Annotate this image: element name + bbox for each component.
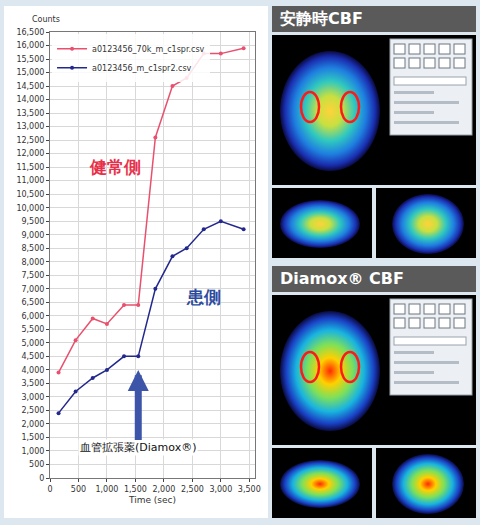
svg-text:1,000: 1,000	[21, 447, 44, 456]
svg-text:2,500: 2,500	[21, 406, 44, 415]
svg-text:a0123456_70k_m_c1spr.csv: a0123456_70k_m_c1spr.csv	[92, 45, 205, 54]
svg-text:1,500: 1,500	[21, 433, 44, 442]
svg-text:a0123456_m_c1spr2.csv: a0123456_m_c1spr2.csv	[92, 64, 192, 73]
svg-text:12,000: 12,000	[16, 149, 44, 158]
svg-text:13,500: 13,500	[16, 109, 44, 118]
svg-text:14,000: 14,000	[16, 95, 44, 104]
svg-text:500: 500	[71, 485, 86, 494]
svg-text:3,000: 3,000	[21, 393, 44, 402]
svg-text:9,000: 9,000	[21, 231, 44, 240]
svg-text:2,500: 2,500	[181, 485, 204, 494]
html-text:安静時CBF: 安静時CBF	[280, 9, 363, 28]
svg-text:2,000: 2,000	[152, 485, 175, 494]
svg-text:11,500: 11,500	[16, 163, 44, 172]
svg-text:10,000: 10,000	[16, 204, 44, 213]
svg-text:3,500: 3,500	[238, 485, 261, 494]
svg-text:1,000: 1,000	[95, 485, 118, 494]
svg-text:0: 0	[39, 474, 44, 483]
svg-text:Counts: Counts	[32, 15, 60, 24]
svg-text:10,500: 10,500	[16, 190, 44, 199]
svg-text:3,000: 3,000	[209, 485, 232, 494]
svg-text:13,000: 13,000	[16, 122, 44, 131]
svg-text:4,000: 4,000	[21, 366, 44, 375]
svg-text:500: 500	[29, 460, 44, 469]
svg-text:3,500: 3,500	[21, 379, 44, 388]
svg-text:患側: 患側	[186, 287, 221, 307]
svg-text:12,500: 12,500	[16, 136, 44, 145]
svg-text:15,000: 15,000	[16, 68, 44, 77]
svg-text:14,500: 14,500	[16, 82, 44, 91]
svg-text:9,500: 9,500	[21, 217, 44, 226]
svg-text:8,500: 8,500	[21, 244, 44, 253]
svg-text:5,000: 5,000	[21, 339, 44, 348]
svg-text:16,500: 16,500	[16, 28, 44, 37]
svg-text:0: 0	[47, 485, 52, 494]
svg-text:6,500: 6,500	[21, 298, 44, 307]
svg-text:2,000: 2,000	[21, 420, 44, 429]
svg-text:7,000: 7,000	[21, 285, 44, 294]
svg-text:11,000: 11,000	[16, 176, 44, 185]
svg-text:Time (sec): Time (sec)	[128, 495, 176, 505]
svg-text:16,000: 16,000	[16, 41, 44, 50]
svg-text:15,500: 15,500	[16, 55, 44, 64]
svg-text:血管拡張薬(Diamox®): 血管拡張薬(Diamox®)	[80, 441, 196, 454]
svg-text:4,500: 4,500	[21, 352, 44, 361]
svg-text:8,000: 8,000	[21, 258, 44, 267]
svg-text:6,000: 6,000	[21, 312, 44, 321]
svg-text:健常側: 健常側	[89, 157, 141, 177]
html-text:Diamox® CBF: Diamox® CBF	[280, 269, 404, 288]
svg-text:7,500: 7,500	[21, 271, 44, 280]
svg-text:5,500: 5,500	[21, 325, 44, 334]
svg-text:1,500: 1,500	[124, 485, 147, 494]
